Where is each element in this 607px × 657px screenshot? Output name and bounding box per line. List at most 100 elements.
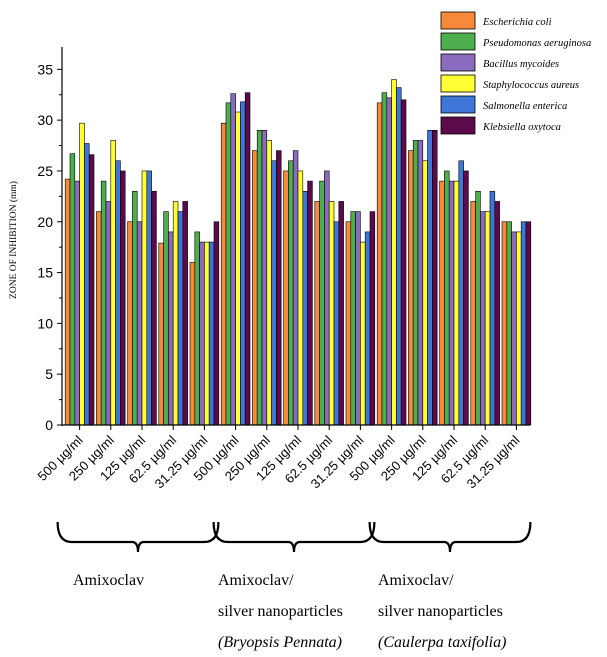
bar: [324, 170, 330, 426]
bar: [177, 211, 184, 426]
bar: [132, 190, 138, 426]
bar: [516, 231, 522, 426]
bar: [194, 231, 200, 426]
bar: [235, 111, 241, 426]
bar: [501, 221, 508, 426]
bar: [345, 221, 352, 426]
bar: [396, 87, 402, 426]
legend-swatch: [440, 53, 476, 72]
bar: [408, 150, 414, 426]
group-label: silver nanoparticles: [378, 603, 503, 620]
bar: [252, 150, 258, 426]
legend-label: Pseudomonas aeruginosa: [482, 38, 591, 49]
bar: [360, 241, 366, 426]
bar: [168, 231, 174, 426]
bar: [172, 201, 179, 426]
legend-label: Escherichia coli: [482, 17, 552, 28]
bar: [79, 122, 85, 426]
bar: [412, 140, 419, 426]
group-brace: [212, 521, 376, 553]
group-brace: [56, 521, 220, 553]
bar: [328, 201, 335, 426]
bar: [444, 170, 450, 426]
bar: [432, 130, 438, 426]
group-label: Amixoclav/: [218, 572, 294, 589]
bar: [146, 170, 152, 426]
bar: [386, 97, 392, 426]
legend-label: Salmonella enterica: [483, 101, 567, 112]
bar: [120, 170, 126, 426]
bar: [127, 221, 133, 426]
bar: [69, 153, 76, 426]
legend-swatch: [440, 116, 476, 135]
legend-label: Klebsiella oxytoca: [482, 122, 561, 133]
y-tick-label: 15: [37, 265, 53, 281]
bar: [417, 140, 424, 426]
y-tick-label: 0: [45, 417, 53, 433]
bar: [283, 170, 289, 426]
bar: [151, 190, 157, 426]
y-tick-label: 5: [45, 366, 53, 382]
bar: [333, 221, 340, 426]
y-tick-label: 35: [37, 61, 53, 77]
bar: [110, 140, 116, 426]
bar: [458, 160, 464, 426]
bar: [204, 241, 210, 426]
bar: [220, 122, 227, 426]
bar: [400, 99, 407, 426]
axes-layer: 0 5 10 15 20 25 30 35: [37, 47, 530, 433]
bar: [88, 154, 95, 426]
bar: [136, 221, 143, 426]
bar: [484, 211, 491, 426]
group-label: (Caulerpa taxifolia): [378, 634, 506, 651]
group-label: (Bryopsis Pennata): [218, 634, 342, 651]
bar: [494, 201, 500, 426]
bars-layer: [64, 79, 532, 426]
bar: [163, 211, 169, 426]
bar: [489, 190, 496, 426]
bar: [230, 93, 236, 426]
bar: [276, 150, 282, 426]
bar: [422, 160, 428, 426]
bar: [240, 101, 246, 426]
bar: [266, 140, 272, 426]
bar: [115, 160, 121, 426]
bar: [369, 211, 376, 426]
bar: [244, 92, 251, 426]
bar: [506, 221, 512, 426]
legend-label: Staphylococcus aureus: [483, 80, 579, 91]
bar: [319, 180, 325, 426]
bar: [475, 190, 481, 426]
y-tick-label: 10: [37, 315, 53, 331]
bar: [297, 170, 304, 426]
legend-swatch: [440, 95, 476, 114]
bar: [307, 180, 313, 426]
bar: [189, 262, 196, 426]
bar: [208, 241, 215, 426]
group-labels: Amixoclav Amixoclav/silver nanoparticles (…: [56, 521, 532, 651]
bar: [480, 211, 486, 426]
bar: [381, 92, 388, 426]
bar: [74, 180, 80, 426]
bar: [199, 241, 205, 426]
bar: [84, 143, 90, 426]
group-label: Amixoclav/: [378, 572, 454, 589]
bar: [261, 130, 268, 426]
bar: [100, 180, 107, 426]
bar: [453, 180, 460, 426]
bar: [470, 201, 476, 426]
group-label: Amixoclav: [73, 572, 144, 589]
bar: [213, 221, 220, 426]
bar: [292, 150, 299, 426]
y-tick-label: 30: [37, 112, 53, 128]
bar: [225, 102, 232, 426]
legend-label: Bacillus mycoides: [483, 59, 559, 70]
bar: [302, 190, 308, 426]
bar: [105, 201, 112, 426]
bar: [364, 231, 371, 426]
y-tick-label: 20: [37, 214, 53, 230]
bar: [182, 201, 188, 426]
legend-swatch: [440, 11, 476, 30]
